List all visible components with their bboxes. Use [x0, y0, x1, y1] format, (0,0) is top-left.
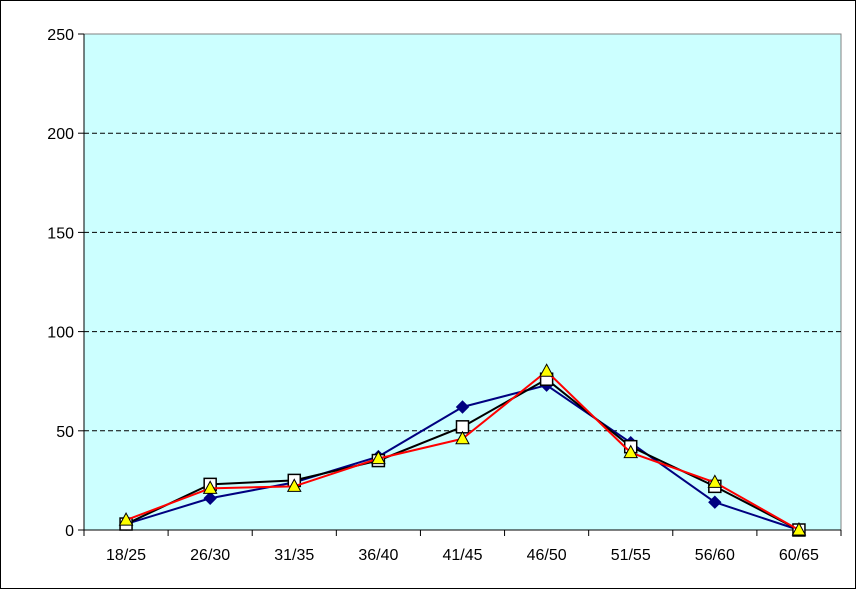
x-tick-label: 56/60 — [695, 547, 735, 564]
data-point-diamond — [203, 491, 217, 505]
y-tick-label: 100 — [47, 325, 74, 342]
data-point-triangle — [539, 363, 554, 377]
y-tick-label: 50 — [56, 424, 74, 441]
data-point-triangle — [286, 478, 302, 492]
y-tick-label: 250 — [47, 27, 74, 44]
y-tick-label: 150 — [47, 225, 74, 242]
x-tick-label: 51/55 — [611, 547, 651, 564]
x-axis-tick-labels: 18/25 26/30 31/35 36/40 41/45 46/50 51/55 56/60… — [106, 547, 819, 564]
data-point-triangle — [791, 521, 807, 536]
data-point-triangle — [202, 480, 218, 494]
x-tick-label: 36/40 — [358, 547, 398, 564]
data-point-diamond — [708, 495, 722, 509]
data-point-diamond — [455, 400, 470, 414]
data-point-triangle — [623, 444, 639, 459]
x-tick-label: 60/65 — [779, 547, 819, 564]
series-lines — [118, 363, 807, 537]
y-tick-label: 0 — [65, 523, 74, 540]
x-tick-label: 26/30 — [190, 547, 230, 564]
y-tick-label: 200 — [47, 126, 74, 143]
y-axis-tick-labels: 0 50 100 150 200 250 — [47, 27, 74, 540]
series-3 — [118, 363, 807, 536]
data-point-triangle — [371, 450, 386, 465]
axes — [78, 33, 842, 536]
data-point-triangle — [707, 474, 723, 488]
x-tick-label: 31/35 — [274, 547, 314, 564]
x-tick-label: 18/25 — [106, 547, 146, 564]
x-tick-label: 46/50 — [527, 547, 567, 564]
x-tick-label: 41/45 — [442, 547, 482, 564]
data-point-triangle — [455, 430, 470, 445]
data-point-triangle — [118, 512, 134, 526]
plot-area — [83, 33, 842, 531]
